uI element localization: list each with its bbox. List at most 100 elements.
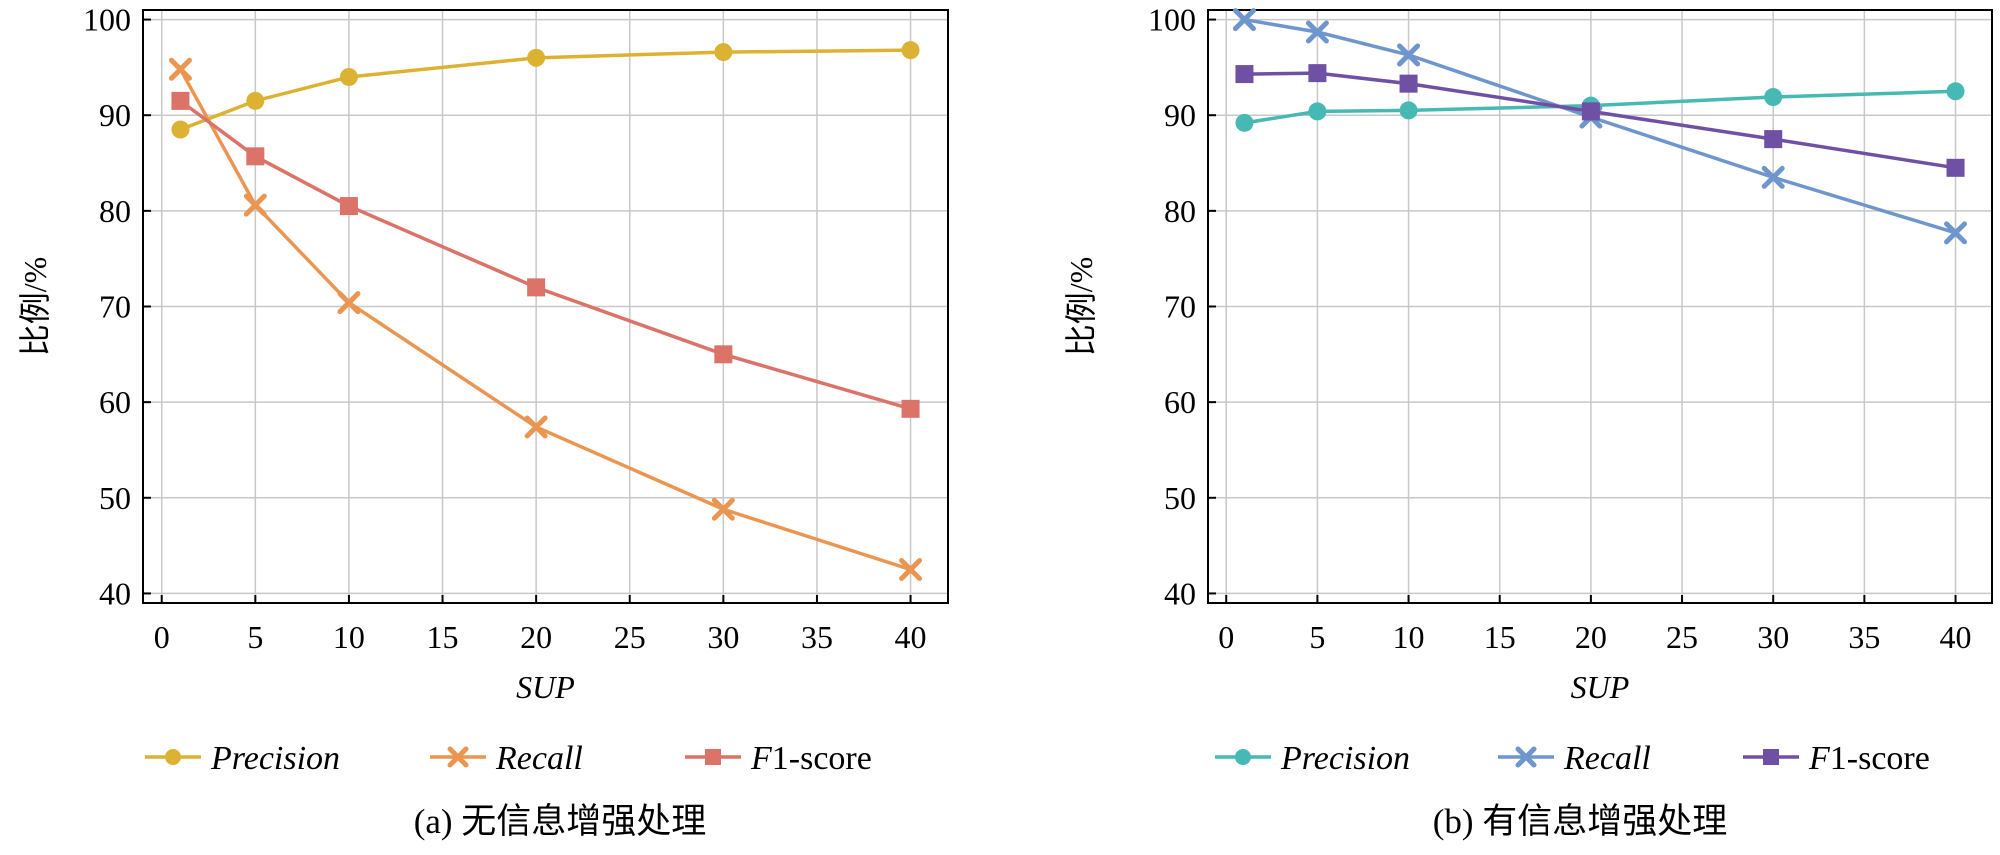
data-point: [1761, 165, 1785, 189]
legend: Precision Recall F1-score: [1215, 740, 1930, 777]
data-point: [1308, 64, 1327, 83]
x-marker-stroke: [168, 57, 192, 81]
legend-item-recall: Recall: [430, 740, 583, 777]
legend-label-italic: Precision: [1280, 740, 1410, 777]
series-recall: [1232, 8, 1968, 245]
data-point: [1232, 8, 1256, 32]
y-tick-label: 60: [1164, 384, 1196, 420]
series-line: [178, 68, 912, 572]
data-point: [1764, 88, 1783, 107]
x-tick-label: 10: [1393, 619, 1425, 655]
data-point: [1944, 221, 1968, 245]
x-marker-stroke: [1944, 221, 1968, 245]
x-tick-label: 40: [895, 619, 927, 655]
x-tick-label: 0: [154, 619, 170, 655]
data-point: [527, 278, 546, 297]
series-precision: [171, 41, 920, 139]
data-point: [171, 120, 190, 139]
data-point: [899, 558, 923, 582]
x-axis-label: SUP: [1571, 669, 1630, 705]
y-tick-label: 80: [1164, 193, 1196, 229]
data-point: [1308, 102, 1327, 121]
data-point: [1235, 65, 1254, 84]
x-tick-label: 35: [1848, 619, 1880, 655]
x-marker-stroke: [899, 558, 923, 582]
legend-marker: [1763, 749, 1779, 765]
legend-item-f1-score: F1-score: [1743, 740, 1930, 777]
data-point: [714, 345, 733, 364]
series-line: [1244, 71, 1956, 170]
x-marker-stroke: [1305, 20, 1329, 44]
data-point: [1397, 43, 1421, 67]
series-f1-score: [1235, 64, 1965, 177]
x-tick-label: 40: [1940, 619, 1972, 655]
x-tick-label: 25: [614, 619, 646, 655]
data-point: [901, 399, 920, 418]
data-point: [901, 41, 920, 60]
legend-label: F1-score: [750, 740, 872, 777]
data-point: [168, 57, 192, 81]
data-point: [171, 91, 190, 110]
chart-panel-b: 0 5 10 15 20 25 30 35 40 40 50 60 70 80 90 100 SUP 比例/% Pr…: [1063, 2, 1993, 841]
x-marker-stroke: [1761, 165, 1785, 189]
y-tick-label: 50: [1164, 480, 1196, 516]
y-tick-label: 80: [99, 193, 131, 229]
legend: Precision Recall F1-score: [145, 740, 872, 777]
legend-label-italic: F: [750, 740, 773, 777]
x-tick-label: 30: [1757, 619, 1789, 655]
legend-label: Recall: [1563, 740, 1651, 777]
x-tick-label: 10: [333, 619, 365, 655]
data-point: [243, 193, 267, 217]
x-tick-label: 35: [801, 619, 833, 655]
series-recall: [168, 57, 923, 582]
y-tick-label: 50: [99, 480, 131, 516]
data-point: [1764, 130, 1783, 149]
legend-label-italic: Recall: [495, 740, 583, 777]
y-tick-label: 70: [1164, 289, 1196, 325]
legend-label-rest: 1-score: [1830, 740, 1930, 777]
x-marker-stroke: [524, 415, 548, 439]
data-point: [1581, 102, 1600, 121]
legend-marker: [705, 749, 721, 765]
legend-marker: [1235, 749, 1251, 765]
data-point: [524, 415, 548, 439]
legend-marker: [1515, 746, 1537, 768]
legend-marker: [165, 749, 181, 765]
legend-label: Recall: [495, 740, 583, 777]
y-axis-label: 比例/%: [1063, 257, 1099, 357]
legend-label: Precision: [210, 740, 340, 777]
legend-item-precision: Precision: [145, 740, 340, 777]
y-tick-label: 40: [1164, 575, 1196, 611]
x-marker-stroke: [1397, 43, 1421, 67]
x-tick-label: 20: [1575, 619, 1607, 655]
panel-caption: (b) 有信息增强处理: [1433, 802, 1728, 841]
x-tick-label: 30: [707, 619, 739, 655]
data-point: [714, 43, 733, 62]
legend-item-precision: Precision: [1215, 740, 1410, 777]
legend-label: F1-score: [1808, 740, 1930, 777]
x-marker-stroke: [447, 746, 469, 768]
y-tick-label: 40: [99, 575, 131, 611]
y-tick-label: 70: [99, 289, 131, 325]
legend-item-recall: Recall: [1498, 740, 1651, 777]
legend-marker: [447, 746, 469, 768]
y-tick-label: 60: [99, 384, 131, 420]
x-tick-label: 15: [1484, 619, 1516, 655]
x-tick-label: 0: [1218, 619, 1234, 655]
data-point: [711, 497, 735, 521]
series-precision: [1235, 82, 1965, 132]
legend-label-italic: Recall: [1563, 740, 1651, 777]
data-point: [339, 67, 358, 86]
x-marker-stroke: [1515, 746, 1537, 768]
y-tick-label: 90: [99, 97, 131, 133]
legend-label-rest: 1-score: [772, 740, 872, 777]
chart-panel-a: 0 5 10 15 20 25 30 35 40 40 50 60 70 80 90 100 SUP 比例/% Pr…: [17, 2, 949, 841]
data-point: [1399, 74, 1418, 93]
x-tick-label: 15: [427, 619, 459, 655]
data-point: [246, 91, 265, 110]
data-point: [1946, 158, 1965, 177]
legend-label-italic: F: [1808, 740, 1831, 777]
y-tick-label: 100: [1148, 2, 1196, 38]
legend-item-f1-score: F1-score: [685, 740, 872, 777]
